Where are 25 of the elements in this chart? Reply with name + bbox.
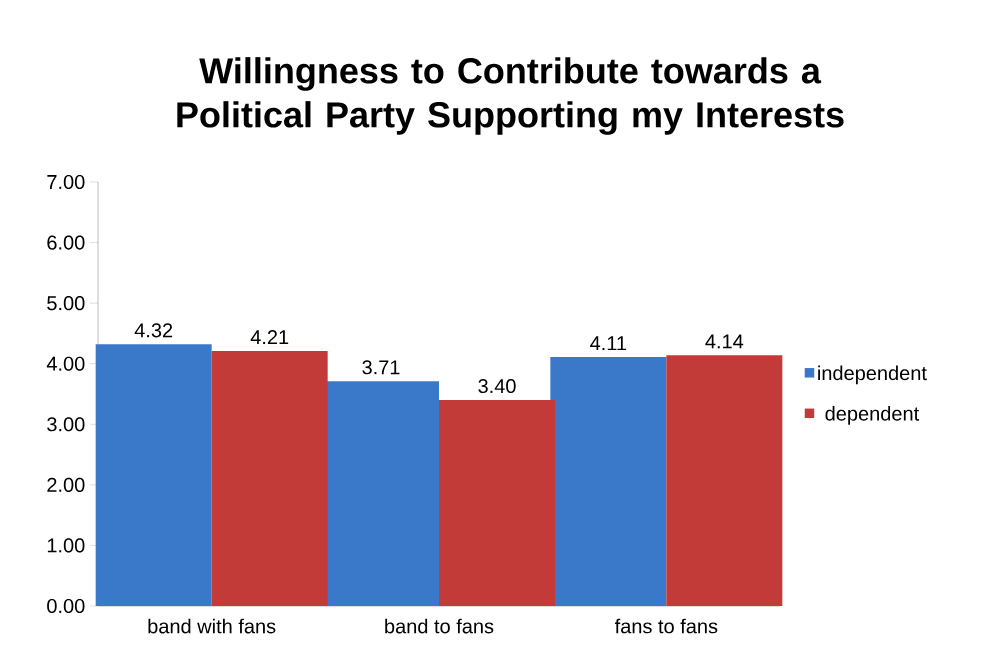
y-tick-label: 0.00 [47,598,85,614]
data-label: 3.71 [362,360,400,375]
y-tick-label: 6.00 [47,235,85,250]
x-tick-label: band to fans [385,618,494,634]
legend-label: independent [818,365,927,385]
y-tick-label: 5.00 [47,296,85,311]
x-tick-label: band with fans [148,618,276,634]
bar [95,344,212,606]
y-tick-label: 1.00 [47,538,85,553]
chart-title: Willingness to Contribute towards a Political Party Supporting my Interests [177,57,844,135]
y-tick-label: 2.00 [47,477,85,492]
y-tick-label: 4.00 [46,356,85,371]
bar [211,350,328,606]
x-tick-label: fans to fans [614,618,718,634]
data-label: 4.14 [705,334,744,349]
y-tick-label: 3.00 [47,417,85,432]
legend-label: dependent [825,406,920,425]
bar [550,357,667,606]
data-label: 4.11 [590,336,627,351]
y-tick-label: 7.00 [47,174,85,190]
data-label: 4.21 [250,330,289,345]
data-label: 3.40 [478,378,516,394]
bar [439,400,555,606]
bar [666,355,783,606]
data-label: 4.32 [134,323,173,338]
